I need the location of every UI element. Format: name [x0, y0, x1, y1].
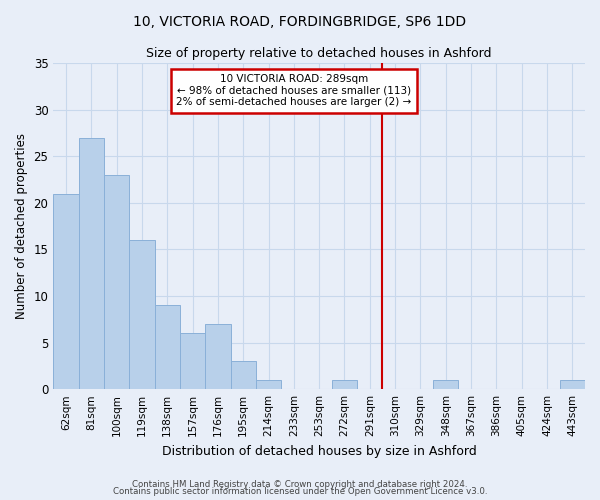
Bar [180, 334, 205, 389]
Bar [332, 380, 357, 389]
Text: Contains public sector information licensed under the Open Government Licence v3: Contains public sector information licen… [113, 487, 487, 496]
X-axis label: Distribution of detached houses by size in Ashford: Distribution of detached houses by size … [162, 444, 476, 458]
Bar [53, 194, 79, 389]
Text: Contains HM Land Registry data © Crown copyright and database right 2024.: Contains HM Land Registry data © Crown c… [132, 480, 468, 489]
Bar [433, 380, 458, 389]
Bar [230, 361, 256, 389]
Bar [205, 324, 230, 389]
Bar [79, 138, 104, 389]
Bar [129, 240, 155, 389]
Bar [155, 306, 180, 389]
Text: 10, VICTORIA ROAD, FORDINGBRIDGE, SP6 1DD: 10, VICTORIA ROAD, FORDINGBRIDGE, SP6 1D… [133, 15, 467, 29]
Bar [560, 380, 585, 389]
Title: Size of property relative to detached houses in Ashford: Size of property relative to detached ho… [146, 48, 492, 60]
Text: 10 VICTORIA ROAD: 289sqm
← 98% of detached houses are smaller (113)
2% of semi-d: 10 VICTORIA ROAD: 289sqm ← 98% of detach… [176, 74, 412, 108]
Bar [104, 175, 129, 389]
Bar [256, 380, 281, 389]
Y-axis label: Number of detached properties: Number of detached properties [15, 133, 28, 319]
